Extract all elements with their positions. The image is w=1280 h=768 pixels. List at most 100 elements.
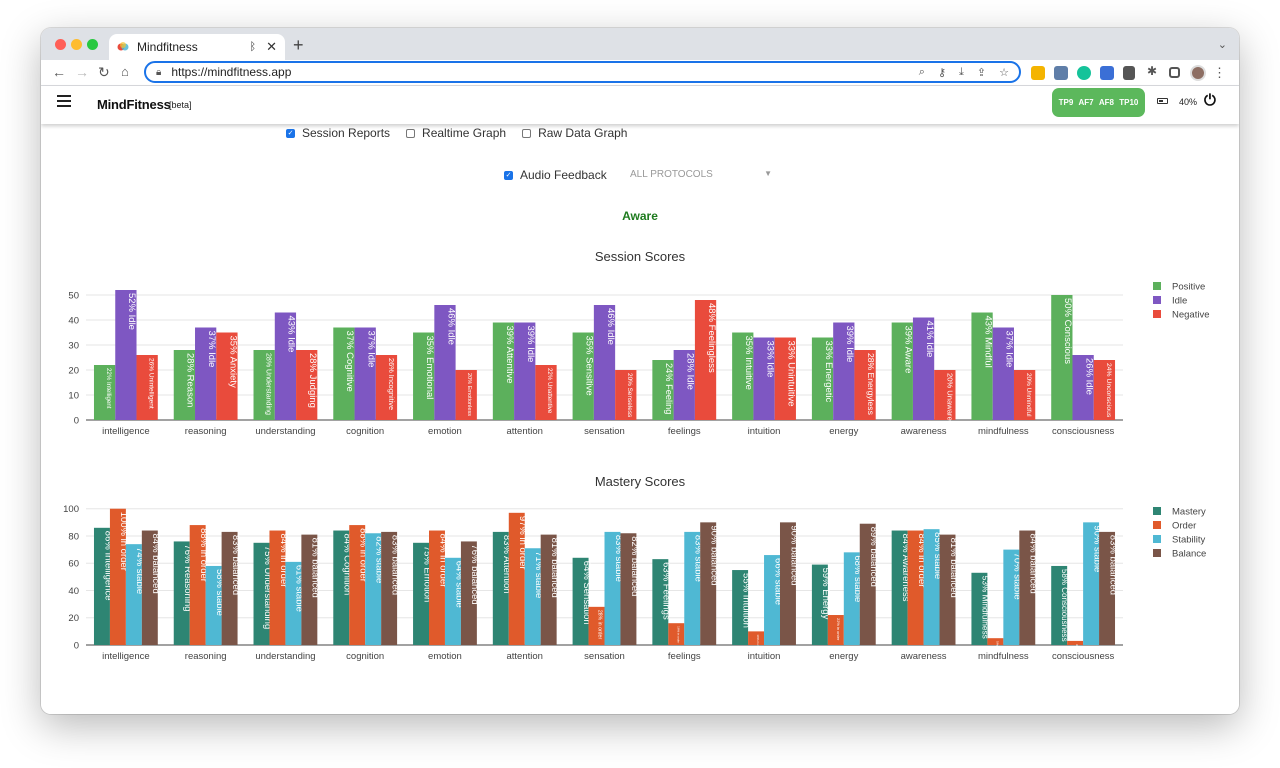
checkbox-empty-icon[interactable] [522, 128, 532, 138]
browser-tab[interactable]: Mindfitness ᛒ ✕ [109, 34, 285, 60]
data-label: 58% stable [214, 569, 225, 616]
data-label: 70% stable [1012, 553, 1023, 600]
legend-label: Negative [1172, 310, 1210, 321]
data-label: 66% stable [772, 558, 783, 605]
data-label: 48% Feelingless [706, 303, 717, 373]
bar-mastery [93, 527, 110, 645]
browser-menu-icon[interactable]: ⋮ [1213, 65, 1226, 80]
protocol-select-value: ALL PROTOCOLS [630, 169, 713, 180]
close-window-button[interactable] [55, 39, 66, 50]
bar-mastery [891, 530, 908, 645]
data-label: 24% Feeling [664, 363, 674, 414]
data-label: 83% Attention [501, 535, 512, 594]
realtime-graph-checkbox[interactable]: Realtime Graph [406, 126, 506, 140]
shield-extension-icon[interactable] [1100, 66, 1114, 80]
bar-balance [779, 522, 796, 645]
charts-area: Session Scores 0 10 20 30 40 50 22% Intelligent… [63, 249, 1210, 662]
puzzle-extensions-icon[interactable]: ✱ [1147, 64, 1158, 78]
printer-extension-icon[interactable] [1054, 66, 1068, 80]
x-tick-label: reasoning [185, 426, 227, 437]
install-app-icon[interactable]: ⤓ [959, 65, 964, 78]
chart-title: Mastery Scores [595, 474, 686, 489]
reload-icon[interactable]: ↻ [98, 64, 110, 80]
data-label: 97% in order [517, 516, 528, 570]
bar-negative [375, 355, 398, 420]
data-label: 3% in order [1075, 644, 1079, 659]
y-tick-label: 80 [68, 531, 79, 542]
protocol-select[interactable]: ALL PROTOCOLS ▼ [630, 169, 772, 181]
side-panel-icon[interactable] [1169, 67, 1180, 78]
bar-stability [684, 531, 701, 645]
tab-title: Mindfitness [137, 40, 198, 54]
data-label: 55% Intuition [740, 573, 751, 628]
data-label: 20% Senseless [626, 373, 633, 417]
bar-stability [843, 552, 860, 645]
app-header: MindFitness [beta] TP9 AF7 AF8 TP10 40% … [41, 86, 1239, 124]
bar-negative [774, 337, 796, 420]
key-icon[interactable]: ⚷ [937, 66, 947, 79]
bar-stability [365, 533, 382, 645]
bar-mastery [1051, 565, 1068, 645]
x-tick-label: mindfulness [978, 651, 1029, 662]
data-label: 63% Feelings [661, 562, 672, 620]
bar-positive [492, 322, 515, 420]
data-label: 28% Energyless [866, 353, 876, 415]
data-label: 76% Reasoning [182, 544, 193, 611]
x-tick-label: emotion [428, 651, 462, 662]
y-tick-label: 50 [68, 291, 79, 302]
sensor-status-panel[interactable]: TP9 AF7 AF8 TP10 [1052, 88, 1145, 117]
pen-extension-icon[interactable] [1123, 66, 1135, 80]
legend-swatch [1153, 507, 1161, 515]
data-label: 33% Energetic [823, 341, 834, 403]
bar-positive [413, 332, 435, 420]
checkbox-empty-icon[interactable] [406, 128, 416, 138]
bar-stability [524, 548, 541, 645]
url-text: https://mindfitness.app [171, 65, 292, 79]
new-tab-icon[interactable]: + [293, 35, 304, 55]
tab-search-chevron-icon[interactable]: ⌄ [1217, 39, 1227, 51]
grammarly-extension-icon[interactable] [1077, 66, 1091, 80]
data-label: 90% balanced [788, 525, 799, 585]
bookmark-star-icon[interactable]: ☆ [999, 66, 1009, 79]
drive-extension-icon[interactable] [1031, 66, 1045, 80]
session-reports-checkbox[interactable]: ✓ Session Reports [286, 126, 390, 140]
share-icon[interactable]: ⇪ [976, 66, 987, 79]
y-tick-label: 30 [68, 341, 79, 352]
bar-stability [604, 531, 621, 645]
audio-feedback-checkbox[interactable]: ✓ Audio Feedback [504, 168, 607, 182]
bar-positive [971, 312, 993, 420]
data-label: 85% stable [932, 532, 943, 579]
raw-data-graph-checkbox[interactable]: Raw Data Graph [522, 126, 627, 140]
bar-idle [195, 327, 217, 420]
x-tick-label: mindfulness [978, 426, 1029, 437]
address-bar[interactable]: 🔒︎ https://mindfitness.app ⌕ ⚷ ⤓ ⇪ ☆ [144, 61, 1021, 83]
bar-order [987, 638, 1004, 645]
forward-arrow-icon[interactable]: → [75, 64, 89, 80]
minimize-window-button[interactable] [71, 39, 82, 50]
data-label: 46% Idle [605, 308, 616, 345]
y-tick-label: 0 [74, 641, 79, 652]
x-tick-label: intelligence [102, 651, 150, 662]
tab-close-icon[interactable]: ✕ [266, 39, 277, 54]
profile-avatar[interactable] [1190, 65, 1206, 81]
bar-stability [285, 561, 302, 645]
back-arrow-icon[interactable]: ← [52, 64, 66, 80]
data-label: 39% Idle [844, 326, 855, 363]
bar-positive [173, 350, 196, 420]
data-label: 75% Understanding [262, 546, 273, 629]
bar-mastery [732, 570, 749, 645]
bar-order [907, 530, 924, 645]
checkbox-checked-icon[interactable]: ✓ [504, 170, 513, 180]
maximize-window-button[interactable] [87, 39, 98, 50]
data-label: 75% Emotion [421, 546, 432, 603]
zoom-search-icon[interactable]: ⌕ [918, 65, 925, 78]
power-icon[interactable]: ⏻ [1204, 92, 1216, 109]
bar-order [1067, 640, 1084, 645]
hamburger-menu-icon[interactable] [57, 95, 71, 107]
bar-idle [434, 305, 456, 420]
checkbox-checked-icon[interactable]: ✓ [286, 128, 295, 138]
x-tick-label: understanding [255, 651, 315, 662]
home-icon[interactable]: ⌂ [121, 64, 129, 79]
x-tick-label: intelligence [102, 426, 150, 437]
legend-label: Stability [1172, 535, 1206, 546]
